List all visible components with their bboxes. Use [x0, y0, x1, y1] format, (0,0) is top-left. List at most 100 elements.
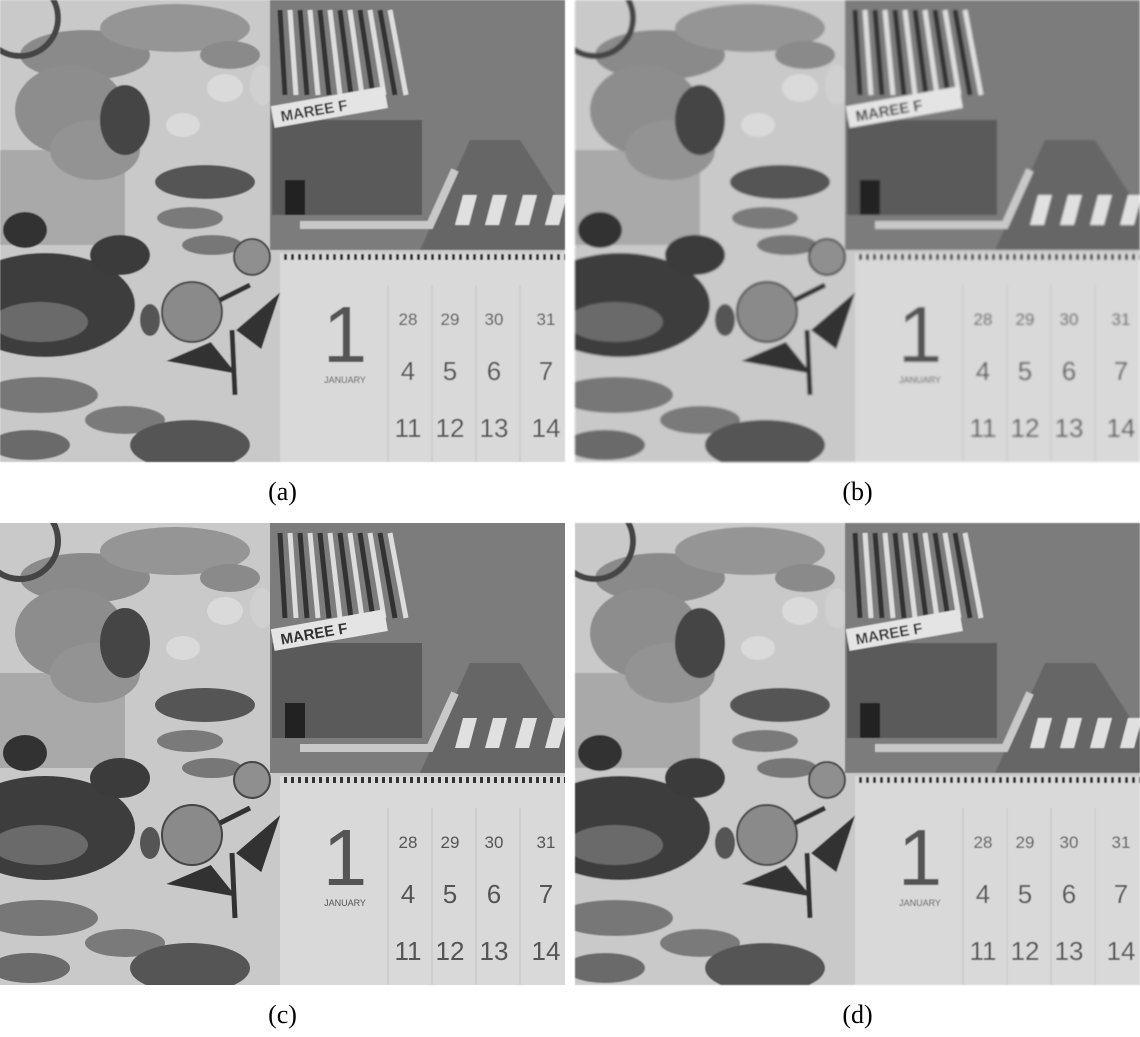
spiral — [992, 254, 995, 260]
spiral — [368, 777, 371, 783]
spiral — [487, 777, 490, 783]
bin — [285, 180, 305, 215]
calendar-date: 11 — [395, 936, 422, 966]
bird — [741, 113, 775, 137]
cloud — [730, 165, 830, 199]
spiral — [305, 254, 308, 260]
rose — [162, 282, 222, 342]
calendar-date: 4 — [976, 356, 990, 386]
spiral — [494, 777, 497, 783]
leaves — [100, 85, 150, 155]
spiral — [452, 254, 455, 260]
spiral — [999, 254, 1002, 260]
spiral — [333, 777, 336, 783]
caption: (a) — [268, 477, 297, 506]
spiral — [382, 254, 385, 260]
bin — [860, 703, 880, 738]
spiral — [459, 254, 462, 260]
bird — [166, 113, 200, 137]
spiral — [859, 254, 862, 260]
calendar-month: JANUARY — [324, 898, 366, 908]
bird — [782, 74, 818, 102]
calendar-date: 14 — [1107, 936, 1136, 966]
spiral — [901, 777, 904, 783]
spiral — [354, 777, 357, 783]
calendar-month: JANUARY — [324, 375, 366, 385]
cloud — [200, 564, 260, 592]
bird — [207, 597, 243, 625]
calendar-month: JANUARY — [899, 898, 941, 908]
spiral — [901, 254, 904, 260]
calendar-date: 11 — [970, 936, 997, 966]
spiral — [978, 254, 981, 260]
spiral — [375, 254, 378, 260]
spiral — [550, 254, 553, 260]
caption: (b) — [842, 477, 872, 506]
spiral — [915, 777, 918, 783]
calendar-day: 1 — [323, 813, 368, 902]
leaves — [675, 85, 725, 155]
calendar-date: 4 — [401, 356, 415, 386]
calendar-date: 13 — [480, 936, 509, 966]
leaves — [665, 235, 725, 275]
image-panel: MAREE F1JANUARY28293031456711121314 — [530, 0, 1140, 470]
spiral — [312, 777, 315, 783]
calendar-date: 28 — [399, 310, 418, 329]
bird — [782, 597, 818, 625]
cloud — [757, 235, 817, 255]
spiral — [1076, 777, 1079, 783]
spiral — [1006, 777, 1009, 783]
rose — [234, 762, 270, 798]
calendar-date: 29 — [1016, 310, 1035, 329]
bird — [207, 74, 243, 102]
leaves — [90, 758, 150, 798]
cloud — [732, 207, 798, 229]
spiral — [999, 777, 1002, 783]
calendar-date: 31 — [1112, 833, 1131, 852]
calendar-date: 31 — [537, 833, 556, 852]
spiral — [529, 777, 532, 783]
calendar-date: 7 — [539, 356, 553, 386]
spiral — [1118, 777, 1121, 783]
spiral — [950, 777, 953, 783]
spiral — [473, 777, 476, 783]
spiral — [431, 254, 434, 260]
page: MAREE F1JANUARY28293031456711121314(a)MA… — [0, 0, 1140, 1037]
calendar-date: 6 — [1062, 356, 1076, 386]
spiral — [340, 254, 343, 260]
spiral — [480, 777, 483, 783]
spiral — [361, 254, 364, 260]
spiral — [536, 777, 539, 783]
caption: (c) — [268, 1000, 297, 1029]
panel-image: MAREE F1JANUARY28293031456711121314 — [0, 0, 567, 470]
spiral — [1083, 254, 1086, 260]
spiral — [1048, 254, 1051, 260]
spiral — [396, 254, 399, 260]
spiral — [501, 777, 504, 783]
spiral — [943, 777, 946, 783]
calendar-date: 14 — [1107, 413, 1136, 443]
bin — [285, 703, 305, 738]
spiral — [417, 254, 420, 260]
cloud — [565, 430, 645, 460]
calendar-date: 6 — [487, 879, 501, 909]
calendar-date: 11 — [970, 413, 997, 443]
calendar-date: 13 — [1055, 936, 1084, 966]
image-panel: MAREE F1JANUARY28293031456711121314 — [530, 503, 1140, 993]
spiral — [529, 254, 532, 260]
calendar-date: 12 — [436, 936, 465, 966]
spiral — [880, 254, 883, 260]
spiral — [438, 254, 441, 260]
spiral — [536, 254, 539, 260]
spiral — [508, 254, 511, 260]
spiral — [298, 777, 301, 783]
rose — [737, 282, 797, 342]
spiral — [298, 254, 301, 260]
spiral — [887, 777, 890, 783]
spiral — [522, 777, 525, 783]
spiral — [480, 254, 483, 260]
calendar-date: 5 — [1018, 879, 1032, 909]
image-panel: MAREE F1JANUARY28293031456711121314 — [0, 0, 567, 470]
rose — [737, 805, 797, 865]
